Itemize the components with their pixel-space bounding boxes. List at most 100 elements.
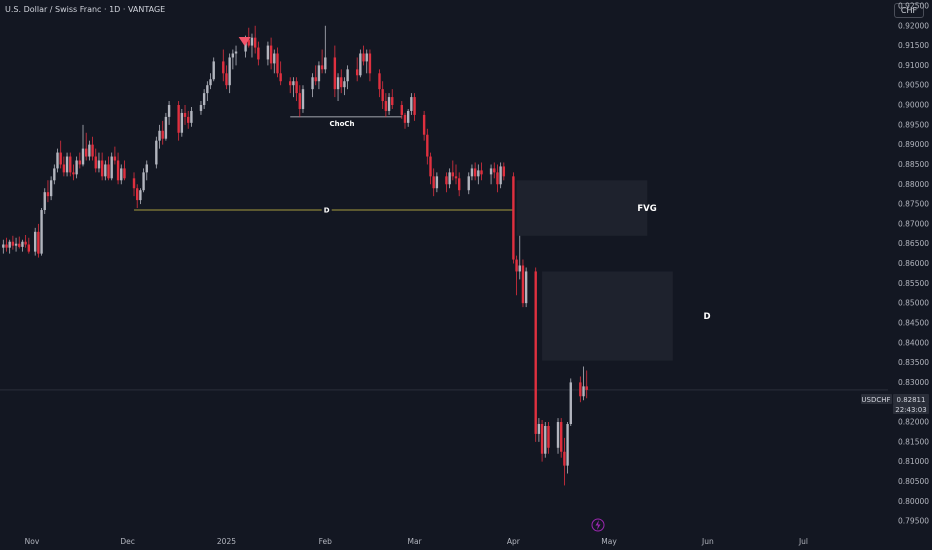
candle-body xyxy=(65,156,69,173)
candle xyxy=(534,267,537,442)
candle-body xyxy=(346,69,349,82)
candle xyxy=(234,45,238,66)
candle-body xyxy=(53,168,56,181)
candle xyxy=(75,156,78,179)
candle xyxy=(406,108,410,127)
candle xyxy=(489,164,493,185)
candle-body xyxy=(136,188,139,201)
candle-body xyxy=(320,65,324,70)
x-tick-label: 2025 xyxy=(217,537,236,546)
candle xyxy=(429,152,432,185)
candle-body xyxy=(94,156,97,169)
currency-button[interactable]: CHF xyxy=(894,3,924,18)
candle-body xyxy=(432,176,435,189)
price-badge-text: 0.82811 xyxy=(897,396,926,404)
candle xyxy=(161,120,164,145)
candle xyxy=(365,49,368,74)
candle xyxy=(359,49,362,78)
candle-body xyxy=(164,116,168,139)
candle xyxy=(145,160,148,181)
candle xyxy=(432,168,435,197)
candle-body xyxy=(362,53,365,62)
candle-body xyxy=(84,148,88,157)
candle-body xyxy=(489,168,493,175)
candle-body xyxy=(24,241,27,245)
candle-body xyxy=(403,114,407,123)
y-tick-label: 0.90500 xyxy=(898,81,929,90)
d-zone-label: D xyxy=(703,312,710,322)
candle xyxy=(164,112,168,141)
top-marker-icon xyxy=(238,37,251,46)
candle xyxy=(301,85,305,113)
y-tick-label: 0.86500 xyxy=(898,239,929,248)
candle-body xyxy=(457,178,461,191)
candle xyxy=(269,37,273,70)
candle xyxy=(40,208,43,256)
candle-body xyxy=(368,53,372,74)
y-tick-label: 0.88000 xyxy=(898,180,929,189)
candle xyxy=(292,77,295,98)
y-tick-label: 0.87500 xyxy=(898,200,929,209)
y-tick-label: 0.82000 xyxy=(898,418,929,427)
candle xyxy=(560,418,563,458)
price-badge xyxy=(893,394,929,404)
y-tick-label: 0.80000 xyxy=(898,497,929,506)
countdown-badge xyxy=(893,404,929,414)
candle xyxy=(336,73,340,102)
candle-body xyxy=(365,53,368,62)
candle xyxy=(320,49,324,74)
candle xyxy=(257,41,260,66)
candle-body xyxy=(279,73,282,82)
candle xyxy=(403,112,407,129)
candle-body xyxy=(569,382,572,425)
candle xyxy=(100,152,104,181)
candle xyxy=(18,236,21,249)
candle-body xyxy=(56,152,59,169)
y-tick-label: 0.86000 xyxy=(898,259,929,268)
candle-body xyxy=(155,140,158,165)
candle xyxy=(14,237,18,252)
candle-body xyxy=(158,130,161,141)
candle xyxy=(187,110,190,129)
y-tick-label: 0.79500 xyxy=(898,517,929,526)
candle xyxy=(228,53,231,94)
lightning-icon[interactable] xyxy=(591,518,605,532)
candle xyxy=(445,172,448,193)
candle-body xyxy=(180,112,184,133)
fvg-label: FVG xyxy=(637,204,656,214)
candle xyxy=(457,172,461,197)
fvg-zone xyxy=(516,180,648,236)
candle-body xyxy=(72,172,75,175)
candle-body xyxy=(14,243,18,246)
candle-body xyxy=(222,61,225,74)
candle xyxy=(116,152,120,185)
candle xyxy=(180,108,184,137)
candle xyxy=(206,81,209,102)
candle-body xyxy=(46,192,50,197)
candle xyxy=(72,164,75,181)
candle-body xyxy=(298,93,301,109)
candle-body xyxy=(355,69,359,76)
candle xyxy=(477,164,480,185)
candle xyxy=(493,162,496,179)
candle xyxy=(120,164,123,185)
candle xyxy=(142,168,145,193)
candle xyxy=(569,378,572,426)
candle xyxy=(314,65,317,86)
candle-body xyxy=(493,168,496,173)
candle xyxy=(94,148,97,173)
candle xyxy=(56,148,59,173)
candle-body xyxy=(400,105,404,115)
candle xyxy=(566,422,569,474)
candle xyxy=(524,267,528,308)
candle xyxy=(62,156,66,177)
candle-body xyxy=(410,97,413,111)
candle-body xyxy=(231,53,235,58)
candle xyxy=(273,49,276,74)
candle-body xyxy=(406,110,410,123)
candle xyxy=(563,437,566,486)
candle-body xyxy=(161,130,164,139)
candle-body xyxy=(59,152,62,165)
candle xyxy=(422,110,426,141)
